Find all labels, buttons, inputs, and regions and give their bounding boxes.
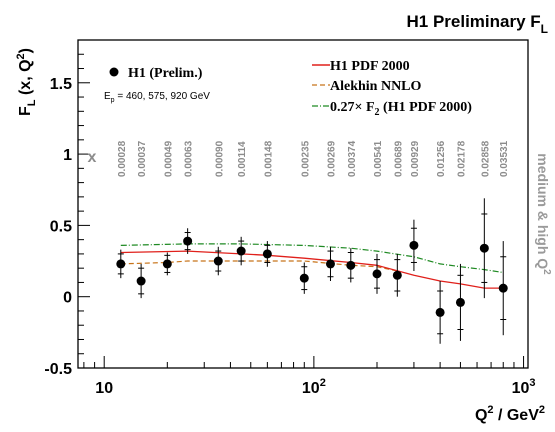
data-point xyxy=(162,252,172,276)
data-point xyxy=(183,228,193,254)
theory-curves xyxy=(120,243,504,289)
data-marker xyxy=(372,269,382,279)
chart-title: H1 Preliminary FL xyxy=(406,12,548,36)
x-values: 0.00028 0.00037 0.00049 0.00063 0.00090 0.001… xyxy=(117,140,510,177)
data-point xyxy=(498,241,508,336)
data-point xyxy=(455,263,465,341)
y-tick-label: -0.5 xyxy=(44,361,72,378)
data-marker xyxy=(136,276,146,286)
x-tick-label: 103 xyxy=(512,377,536,397)
data-marker xyxy=(183,236,193,246)
side-label: medium & high Q2 xyxy=(535,153,552,275)
data-marker xyxy=(392,270,402,280)
x-value-label: 0.02858 xyxy=(480,140,491,177)
data-point xyxy=(262,241,272,267)
axes: -0.5 0 0.5 1 1.5 10 102 103 xyxy=(44,39,536,397)
x-value-label: 0.00037 xyxy=(137,140,148,177)
legend-label-alekhin: Alekhin NNLO xyxy=(330,79,422,94)
data-point xyxy=(236,236,246,266)
legend-marker-data xyxy=(109,67,119,77)
data-points xyxy=(116,198,508,344)
y-tick-label: 0.5 xyxy=(50,218,72,235)
data-point xyxy=(136,263,146,299)
data-point xyxy=(435,281,445,344)
x-values-label: x xyxy=(88,149,97,166)
x-tick-label: 102 xyxy=(302,377,326,397)
x-value-label: 0.00235 xyxy=(300,140,311,177)
data-point xyxy=(325,246,335,282)
data-point xyxy=(299,262,309,294)
x-axis-title: Q2 / GeV2 xyxy=(475,404,545,424)
legend-label-f2: 0.27× F2 (H1 PDF 2000) xyxy=(330,100,472,118)
data-point xyxy=(116,249,126,279)
data-point xyxy=(479,198,489,299)
plot-frame xyxy=(77,39,529,369)
data-marker xyxy=(435,307,445,317)
energy-note: Ep = 460, 575, 920 GeV xyxy=(104,91,210,104)
x-value-label: 0.00929 xyxy=(410,140,421,177)
x-value-label: 0.00049 xyxy=(163,140,174,177)
data-point xyxy=(346,248,356,283)
x-value-label: 0.00374 xyxy=(347,140,358,177)
data-marker xyxy=(346,260,356,270)
y-tick-label: 1.5 xyxy=(50,76,72,93)
x-tick-label: 10 xyxy=(95,380,113,397)
data-marker xyxy=(116,259,126,269)
x-value-label: 0.00148 xyxy=(263,140,274,177)
x-value-label: 0.00090 xyxy=(214,140,225,177)
data-marker xyxy=(236,246,246,256)
curve-f2 xyxy=(120,243,504,274)
data-point xyxy=(392,253,402,297)
data-marker xyxy=(479,243,489,253)
x-value-label: 0.00028 xyxy=(117,140,128,177)
data-marker xyxy=(213,256,223,266)
x-value-label: 0.00269 xyxy=(327,140,338,177)
x-value-label: 0.00114 xyxy=(237,141,248,177)
y-tick-label: 1 xyxy=(63,147,72,164)
x-value-label: 0.02178 xyxy=(456,140,467,177)
x-value-label: 0.00689 xyxy=(393,140,404,177)
x-value-label: 0.01256 xyxy=(436,140,447,177)
data-marker xyxy=(162,259,172,269)
legend-label-data: H1 (Prelim.) xyxy=(128,66,203,81)
data-point xyxy=(372,253,382,294)
data-point xyxy=(409,219,419,272)
data-marker xyxy=(455,297,465,307)
data-marker xyxy=(262,249,272,259)
curve-h1pdf xyxy=(120,250,504,289)
x-value-label: 0.00541 xyxy=(373,140,384,177)
data-marker xyxy=(299,273,309,283)
data-marker xyxy=(409,240,419,250)
y-tick-label: 0 xyxy=(63,290,72,307)
data-point xyxy=(213,246,223,276)
data-marker xyxy=(498,283,508,293)
data-marker xyxy=(325,259,335,269)
legend-label-h1pdf: H1 PDF 2000 xyxy=(330,59,410,74)
x-value-label: 0.00063 xyxy=(184,140,195,177)
x-value-label: 0.03531 xyxy=(499,140,510,177)
legend: H1 (Prelim.) Ep = 460, 575, 920 GeV H1 P… xyxy=(104,59,472,118)
y-axis-title: FL (x, Q2) xyxy=(15,48,38,116)
